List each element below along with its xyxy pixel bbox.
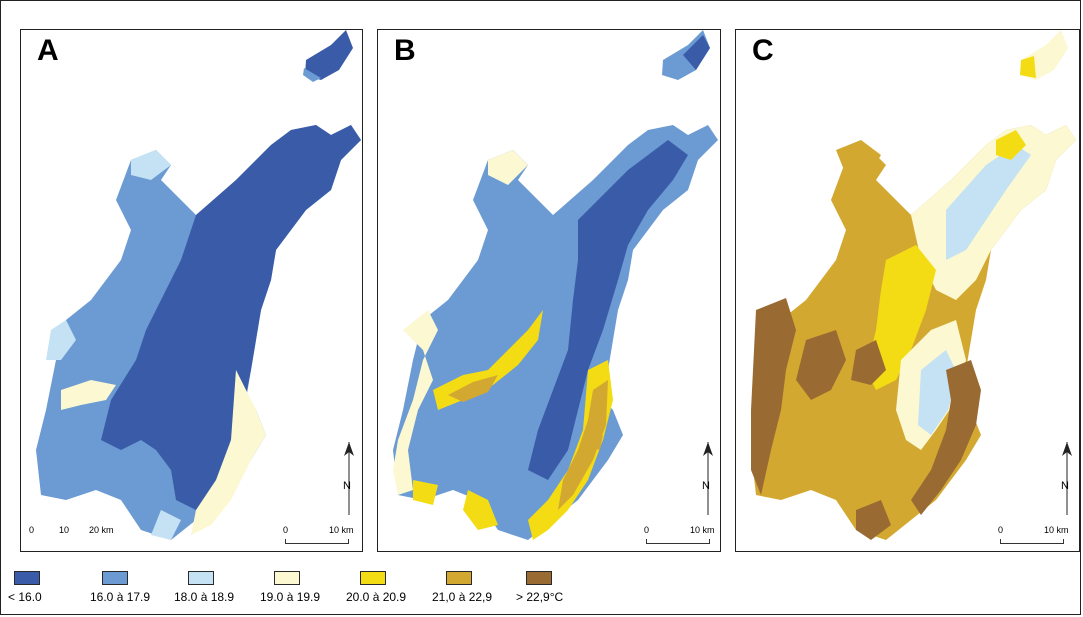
legend-swatch [360,571,386,585]
region-fill [36,30,361,540]
scale-zero: 0 [29,525,35,535]
north-arrow: N [698,440,718,530]
scale-zero: 0 [998,525,1004,535]
map-panel-b: B N 0 10 km [377,29,721,552]
scale-end: 10 km [690,525,715,535]
legend-label: 18.0 à 18.9 [174,590,235,604]
temperature-map-b [393,30,718,540]
scale-line [646,539,710,544]
legend-swatch [102,571,128,585]
legend-swatch [274,571,300,585]
legend-label: 19.0 à 19.9 [260,590,321,604]
region-fill [751,30,1076,540]
scale-zero: 0 [644,525,650,535]
legend-swatch [446,571,472,585]
north-arrow: N [339,440,359,530]
scale-end: 10 km [329,525,354,535]
map-panel-a: A N 0 10 20 km 0 10 km [20,29,363,552]
scale-zero: 0 [283,525,289,535]
legend-label: 16.0 à 17.9 [90,590,151,604]
legend-label: < 16.0 [8,590,42,604]
panel-label: B [394,34,416,67]
legend-swatch [188,571,214,585]
north-arrow-icon [703,442,713,515]
region-fill [393,30,718,540]
legend-label: 21,0 à 22,9 [432,590,493,604]
legend-swatch [526,571,552,585]
north-arrow-icon [1062,442,1072,515]
temperature-map-c [751,30,1076,540]
legend-label: 20.0 à 20.9 [346,590,407,604]
north-arrow-icon [344,442,354,515]
temperature-map-a [36,30,361,540]
panel-label: C [752,34,774,67]
scale-end: 20 km [89,525,114,535]
north-label: N [1061,480,1069,492]
legend-swatch [14,571,40,585]
panel-label: A [37,34,59,67]
north-label: N [343,480,351,492]
legend-label: > 22,9°C [516,590,564,604]
north-label: N [702,480,710,492]
temperature-legend: < 16.0 16.0 à 17.9 18.0 à 18.9 19.0 à 19… [8,571,628,611]
scale-mid: 10 [59,525,70,535]
scale-end: 10 km [1044,525,1069,535]
north-arrow: N [1057,440,1077,530]
map-panel-c: C N 0 10 km [735,29,1080,552]
scale-line [285,539,349,544]
scale-line [1000,539,1064,544]
